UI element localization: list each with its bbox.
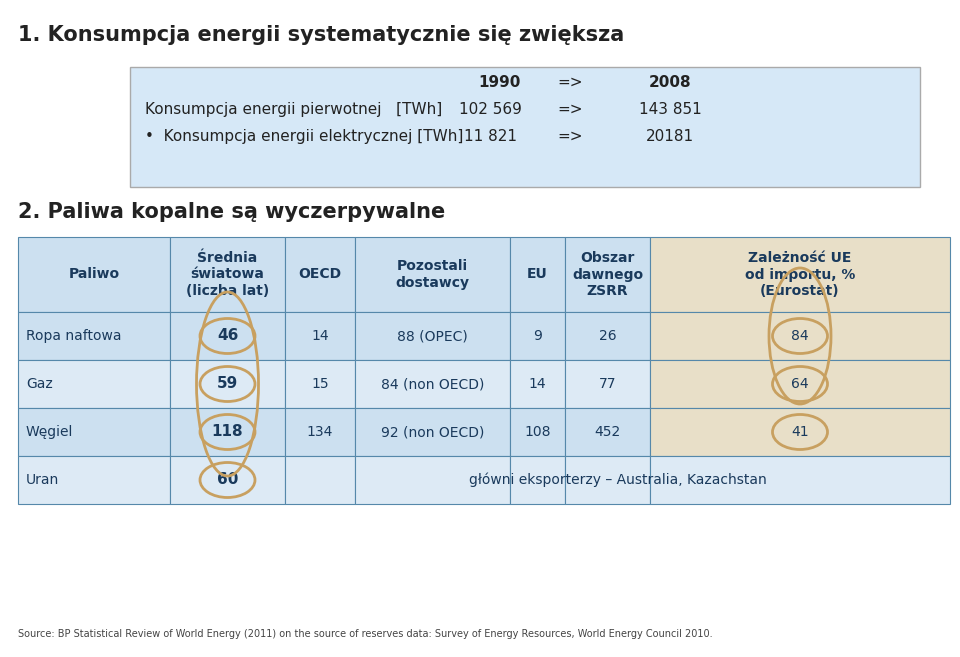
FancyBboxPatch shape [285, 456, 355, 504]
FancyBboxPatch shape [18, 360, 170, 408]
Text: OECD: OECD [299, 267, 342, 281]
Text: 11 821: 11 821 [464, 129, 516, 144]
Text: 102 569: 102 569 [459, 102, 521, 117]
FancyBboxPatch shape [170, 312, 285, 360]
Text: 77: 77 [599, 377, 616, 391]
Text: 14: 14 [311, 329, 329, 343]
FancyBboxPatch shape [510, 312, 565, 360]
FancyBboxPatch shape [565, 456, 650, 504]
Text: 20181: 20181 [646, 129, 694, 144]
Text: 143 851: 143 851 [638, 102, 702, 117]
FancyBboxPatch shape [18, 237, 170, 312]
Text: •  Konsumpcja energii elektrycznej [TWh]: • Konsumpcja energii elektrycznej [TWh] [145, 129, 464, 144]
FancyBboxPatch shape [18, 456, 170, 504]
FancyBboxPatch shape [170, 456, 285, 504]
FancyBboxPatch shape [170, 360, 285, 408]
Text: 1. Konsumpcja energii systematycznie się zwiększa: 1. Konsumpcja energii systematycznie się… [18, 25, 624, 45]
Text: 1990: 1990 [479, 75, 521, 90]
FancyBboxPatch shape [170, 408, 285, 456]
Text: Pozostali
dostawcy: Pozostali dostawcy [396, 260, 469, 290]
Text: 14: 14 [529, 377, 546, 391]
FancyBboxPatch shape [650, 360, 950, 408]
Text: =>: => [557, 102, 583, 117]
Text: Paliwo: Paliwo [68, 267, 120, 281]
Text: 9: 9 [533, 329, 542, 343]
FancyBboxPatch shape [510, 408, 565, 456]
FancyBboxPatch shape [18, 312, 170, 360]
Text: 2008: 2008 [649, 75, 691, 90]
FancyBboxPatch shape [565, 312, 650, 360]
Text: Ropa naftowa: Ropa naftowa [26, 329, 122, 343]
Text: 118: 118 [212, 424, 243, 440]
Text: 84 (non OECD): 84 (non OECD) [381, 377, 484, 391]
FancyBboxPatch shape [285, 237, 355, 312]
Text: Średnia
światowa
(liczba lat): Średnia światowa (liczba lat) [186, 251, 269, 298]
FancyBboxPatch shape [355, 360, 510, 408]
FancyBboxPatch shape [285, 408, 355, 456]
Text: Obszar
dawnego
ZSRR: Obszar dawnego ZSRR [572, 251, 643, 298]
FancyBboxPatch shape [510, 237, 565, 312]
Text: EU: EU [527, 267, 548, 281]
Text: 452: 452 [594, 425, 620, 439]
FancyBboxPatch shape [130, 67, 920, 187]
Text: 60: 60 [217, 472, 238, 487]
Text: 26: 26 [599, 329, 616, 343]
Text: Gaz: Gaz [26, 377, 53, 391]
Text: 134: 134 [307, 425, 333, 439]
FancyBboxPatch shape [18, 408, 170, 456]
FancyBboxPatch shape [355, 456, 510, 504]
FancyBboxPatch shape [285, 360, 355, 408]
FancyBboxPatch shape [650, 408, 950, 456]
FancyBboxPatch shape [650, 237, 950, 312]
Text: 88 (OPEC): 88 (OPEC) [397, 329, 468, 343]
FancyBboxPatch shape [170, 237, 285, 312]
Text: =>: => [557, 129, 583, 144]
FancyBboxPatch shape [355, 237, 510, 312]
Text: Uran: Uran [26, 473, 60, 487]
FancyBboxPatch shape [565, 408, 650, 456]
Text: Source: BP Statistical Review of World Energy (2011) on the source of reserves d: Source: BP Statistical Review of World E… [18, 629, 712, 639]
Text: 108: 108 [524, 425, 551, 439]
Text: =>: => [557, 75, 583, 90]
Text: 92 (non OECD): 92 (non OECD) [381, 425, 484, 439]
Text: 46: 46 [217, 328, 238, 344]
FancyBboxPatch shape [285, 312, 355, 360]
FancyBboxPatch shape [355, 312, 510, 360]
FancyBboxPatch shape [565, 360, 650, 408]
Text: 41: 41 [791, 425, 809, 439]
Text: Konsumpcja energii pierwotnej   [TWh]: Konsumpcja energii pierwotnej [TWh] [145, 102, 443, 117]
Text: Węgiel: Węgiel [26, 425, 73, 439]
FancyBboxPatch shape [355, 408, 510, 456]
FancyBboxPatch shape [650, 456, 950, 504]
Text: Zależność UE
od importu, %
(Eurostat): Zależność UE od importu, % (Eurostat) [745, 251, 855, 298]
FancyBboxPatch shape [510, 360, 565, 408]
FancyBboxPatch shape [565, 237, 650, 312]
Text: 59: 59 [217, 376, 238, 392]
FancyBboxPatch shape [510, 456, 565, 504]
Text: główni eksporterzy – Australia, Kazachstan: główni eksporterzy – Australia, Kazachst… [468, 473, 766, 487]
Text: 84: 84 [791, 329, 809, 343]
Text: 15: 15 [311, 377, 329, 391]
Text: 2. Paliwa kopalne są wyczerpywalne: 2. Paliwa kopalne są wyczerpywalne [18, 202, 445, 222]
Text: 64: 64 [791, 377, 809, 391]
FancyBboxPatch shape [650, 312, 950, 360]
